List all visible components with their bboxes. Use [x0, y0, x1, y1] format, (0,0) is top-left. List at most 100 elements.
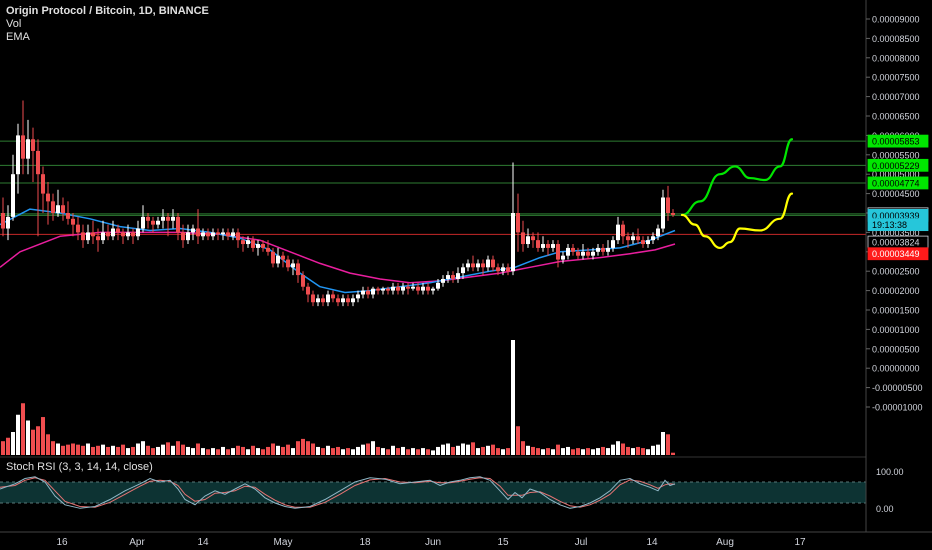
candle-body [206, 232, 210, 237]
time-axis[interactable]: 16 Apr 14 May 18 Jun 15 Jul 14 Aug 17 [56, 537, 806, 548]
candle-body [526, 236, 530, 245]
candle-body [46, 193, 50, 202]
yellow-projection-curve [680, 192, 794, 250]
candle-body [486, 259, 490, 268]
volume-bar [221, 446, 225, 455]
time-tick-label: Jun [425, 537, 441, 548]
volume-bar [31, 429, 35, 455]
candle-body [31, 139, 35, 151]
volume-bar [596, 448, 600, 455]
volume-bar [571, 449, 575, 455]
candle-body [11, 174, 15, 217]
candle-body [496, 267, 500, 272]
volume-bar [631, 448, 635, 455]
candle-body [201, 232, 205, 237]
rsi-k-line [0, 476, 676, 509]
ema-indicator-label[interactable]: EMA [6, 31, 30, 43]
rsi-axis: 100.00 0.00 [876, 467, 904, 514]
volume-bar [56, 443, 60, 455]
volume-bar [61, 445, 65, 455]
candle-body [436, 282, 440, 289]
candle-body [131, 232, 135, 237]
candle-body [531, 236, 535, 241]
candle-body [566, 247, 570, 256]
volume-bar [281, 446, 285, 455]
candle-body [466, 263, 470, 268]
candle-body [636, 236, 640, 241]
price-tag-box [867, 134, 929, 148]
volume-bar [556, 444, 560, 455]
volume-bar [356, 446, 360, 455]
volume-bar [326, 445, 330, 455]
volume-bar [166, 442, 170, 455]
volume-bar [371, 441, 375, 455]
candle-body [671, 213, 675, 215]
volume-bar [656, 444, 660, 455]
vol-indicator-label[interactable]: Vol [6, 18, 22, 30]
volume-bar [516, 426, 520, 455]
volume-bar [626, 446, 630, 455]
volume-bar [176, 441, 180, 455]
rsi-band [0, 482, 866, 503]
candle-body [401, 286, 405, 291]
volume-bar [96, 445, 100, 455]
candle-body [606, 247, 610, 252]
volume-bar [341, 449, 345, 455]
candle-body [506, 267, 510, 272]
time-tick-label: Jul [575, 537, 588, 548]
volume-bar [411, 448, 415, 455]
volume-bar [506, 448, 510, 455]
volume-bar [661, 432, 665, 455]
candle-body [331, 294, 335, 299]
candle-body [121, 232, 125, 237]
volume-bar [51, 441, 55, 455]
chart-legend: Origin Protocol / Bitcoin, 1D, BINANCE V… [6, 5, 209, 44]
volume-bar [416, 449, 420, 455]
candle-body [346, 298, 350, 303]
volume-bar [361, 444, 365, 455]
time-tick-label: 16 [56, 537, 68, 548]
candle-body [36, 150, 40, 175]
volume-bar [366, 443, 370, 455]
volume-bar [521, 441, 525, 455]
candle-body [151, 220, 155, 225]
price-tag-label: 0.00005853 [872, 137, 920, 147]
volume-bar [151, 448, 155, 455]
chart-title[interactable]: Origin Protocol / Bitcoin, 1D, BINANCE [6, 5, 209, 17]
candle-body [586, 251, 590, 256]
candle-body [26, 139, 30, 159]
volume-bar [301, 438, 305, 455]
volume-bar [466, 444, 470, 455]
volume-bar [86, 443, 90, 455]
candle-body [251, 240, 255, 248]
price-tick-label: 0.00008000 [872, 53, 920, 63]
candle-body [71, 218, 75, 225]
price-tick-label: 0.00009000 [872, 15, 920, 25]
volume-bar [291, 448, 295, 455]
volume-bar [236, 445, 240, 455]
candle-body [616, 224, 620, 241]
volume-bar [541, 449, 545, 455]
candle-body [6, 216, 10, 229]
volume-bar [581, 449, 585, 455]
price-tag-box [867, 158, 929, 172]
candle-body [511, 213, 515, 272]
volume-bar [76, 444, 80, 455]
volume-bar [181, 444, 185, 455]
volume-bar [526, 445, 530, 455]
time-tick-label: Apr [129, 537, 145, 548]
candle-body [256, 244, 260, 248]
candle-body [626, 236, 630, 241]
volume-bar [611, 444, 615, 455]
volume-bar [66, 444, 70, 455]
candle-body [431, 288, 435, 291]
green-projection-curve [680, 138, 794, 217]
rsi-d-line [0, 477, 676, 508]
candle-body [406, 286, 410, 289]
volume-bar [191, 448, 195, 455]
stoch-rsi-label[interactable]: Stoch RSI (3, 3, 14, 14, close) [6, 461, 153, 473]
candle-body [446, 275, 450, 279]
volume-bar [456, 445, 460, 455]
